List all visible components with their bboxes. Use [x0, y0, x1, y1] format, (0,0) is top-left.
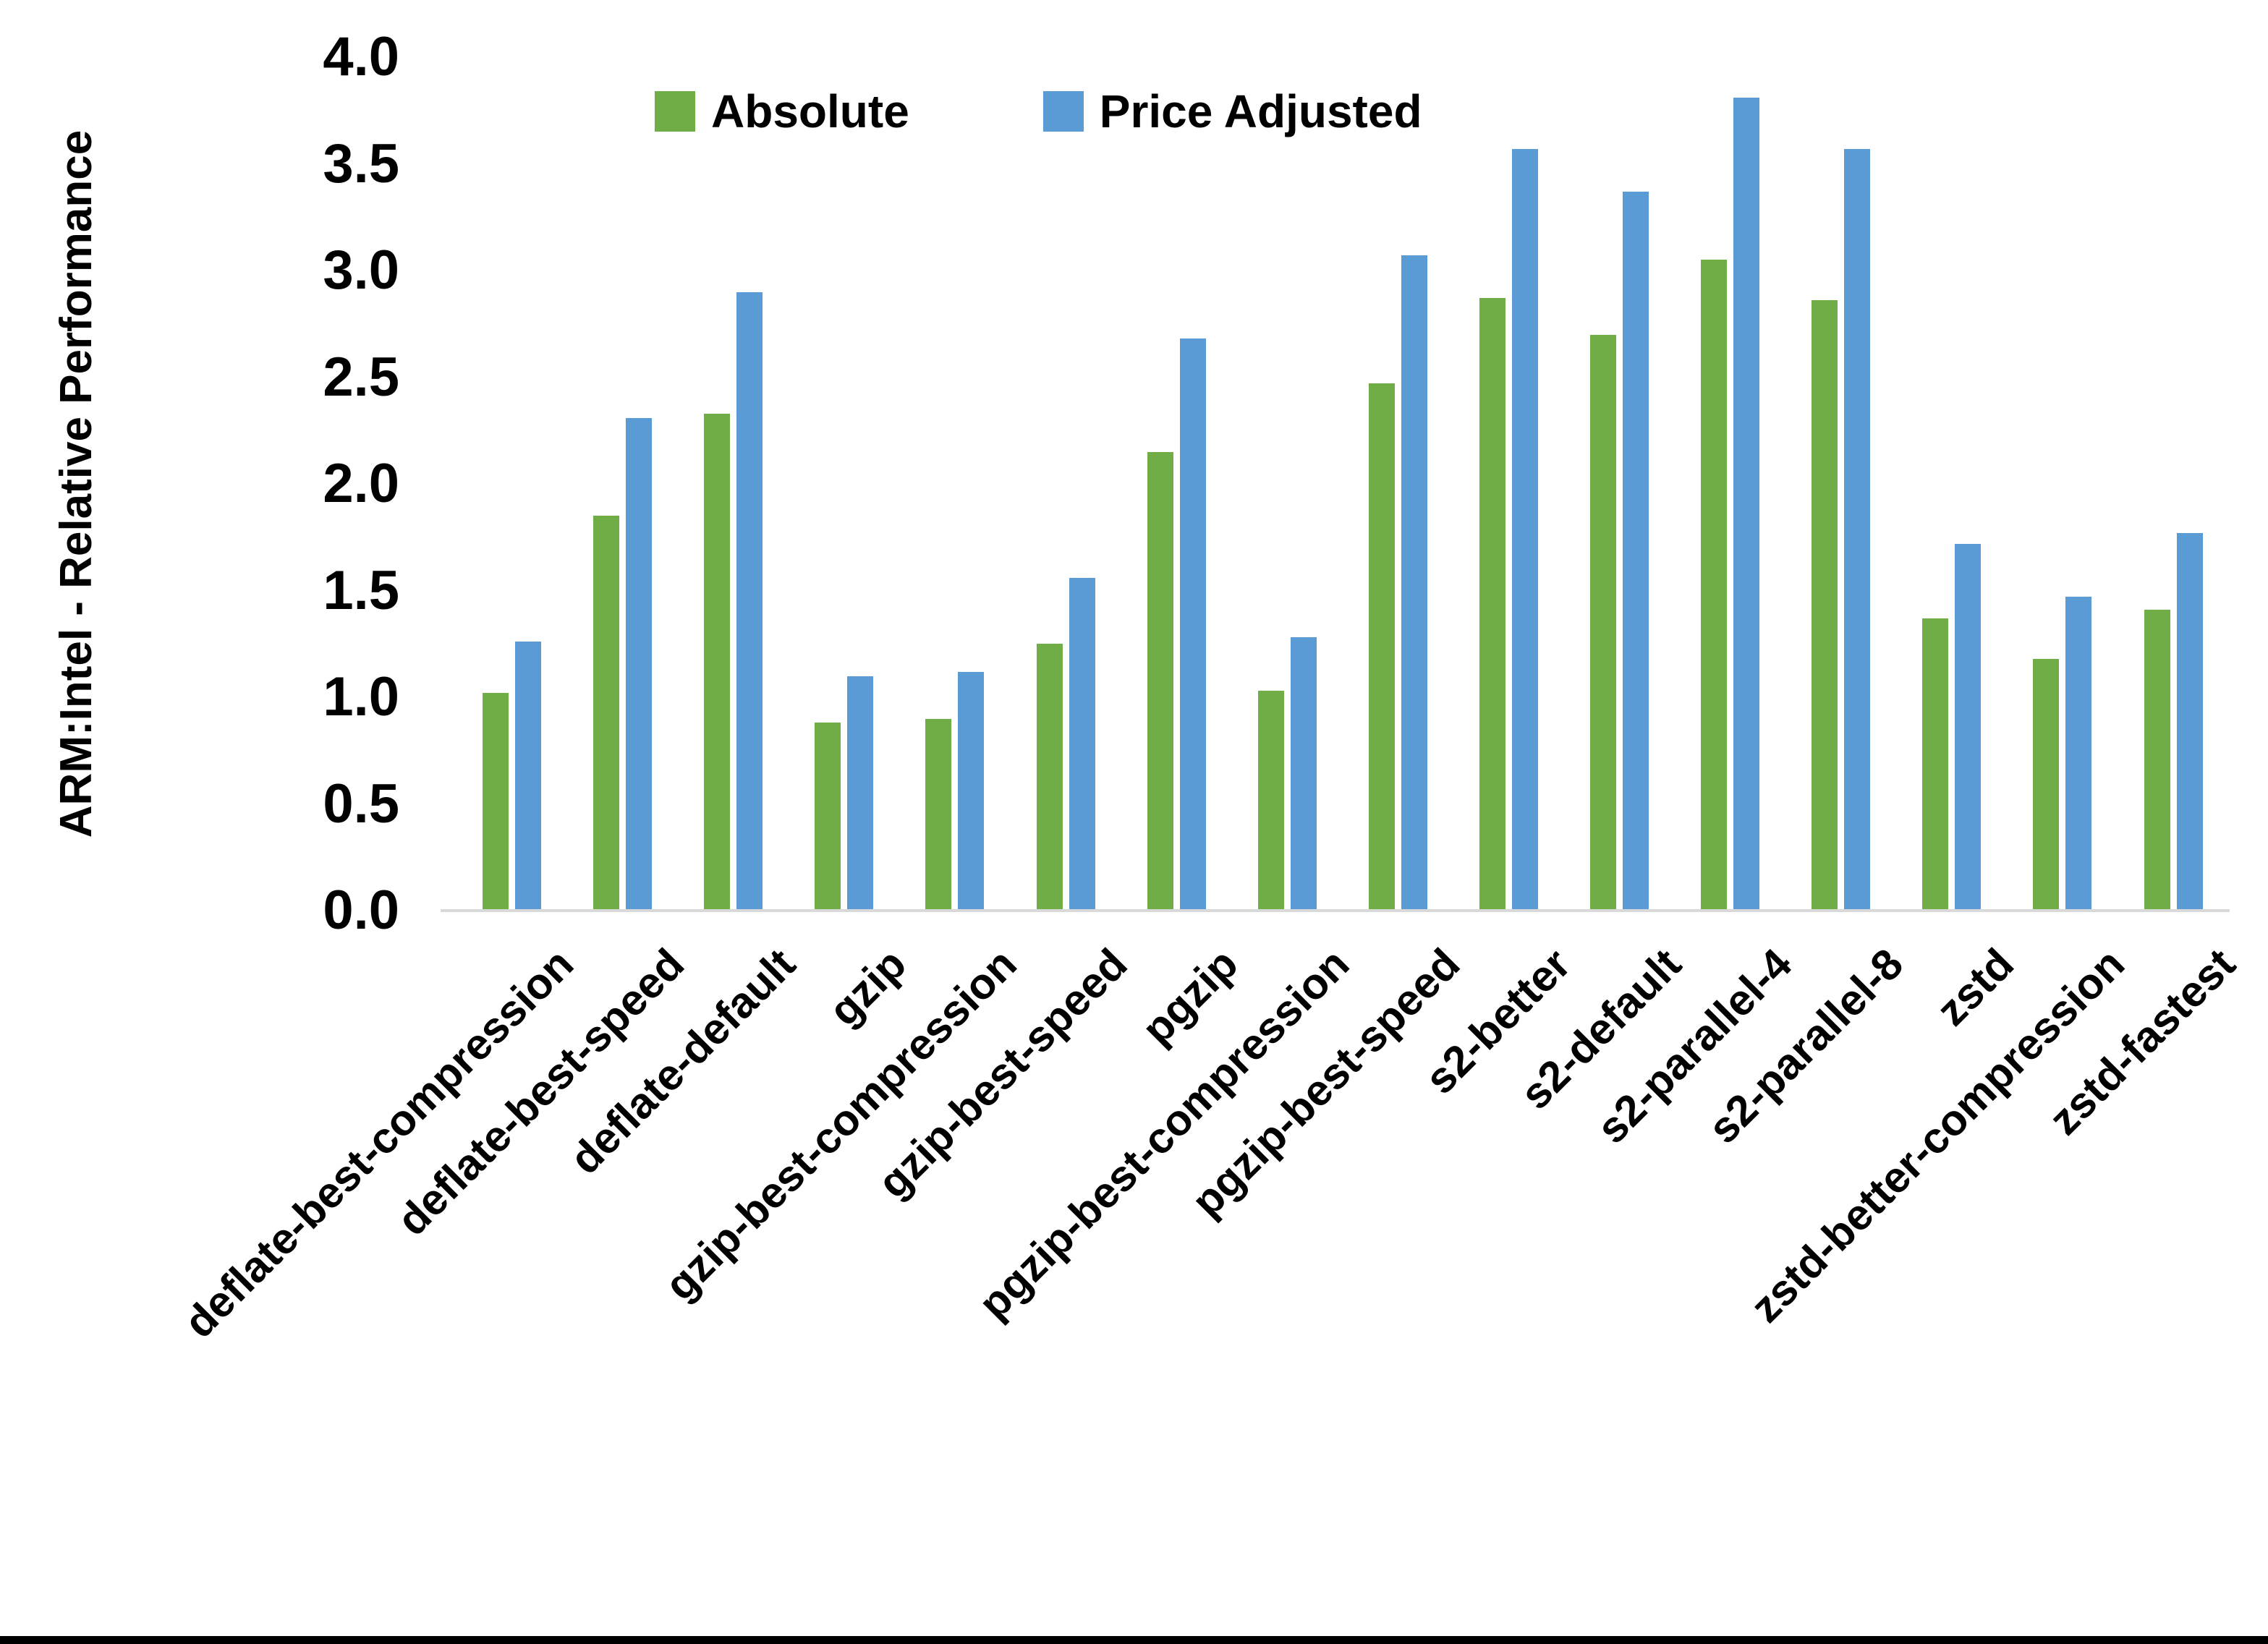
bar-absolute [1368, 383, 1395, 911]
bar-price-adjusted [1844, 148, 1871, 911]
legend: Absolute Price Adjusted [655, 88, 1422, 135]
bottom-border [0, 1636, 2268, 1644]
bar-price-adjusted [1955, 543, 1982, 911]
bar-price-adjusted [1401, 255, 1427, 911]
x-category-label: zstd [1927, 939, 2023, 1035]
bar-price-adjusted [1069, 577, 1095, 911]
bar-absolute [1701, 260, 1728, 911]
legend-swatch [1042, 91, 1084, 132]
y-tick-label: 3.0 [323, 239, 399, 301]
bar-absolute [1257, 691, 1284, 911]
bar-price-adjusted [1623, 191, 1649, 911]
bar-price-adjusted [515, 642, 541, 911]
y-tick-label: 3.5 [323, 132, 399, 195]
bar-absolute [1922, 618, 1949, 911]
y-tick-label: 0.0 [323, 880, 399, 941]
y-tick-label: 4.0 [323, 26, 399, 88]
bar-absolute [925, 718, 952, 911]
bar-price-adjusted [1511, 148, 1538, 911]
y-tick-label: 0.5 [323, 772, 399, 835]
bar-price-adjusted [1290, 637, 1317, 911]
bar-absolute [815, 723, 841, 911]
bar-absolute [1479, 298, 1505, 911]
bar-price-adjusted [736, 291, 763, 911]
bar-price-adjusted [958, 671, 985, 911]
bar-absolute [483, 693, 509, 911]
bar-absolute [593, 516, 620, 911]
legend-label: Price Adjusted [1099, 85, 1422, 137]
bar-absolute [704, 413, 731, 911]
bar-absolute [1590, 334, 1616, 911]
bar-price-adjusted [847, 676, 874, 911]
x-axis-line [441, 909, 2230, 912]
y-tick-label: 1.0 [323, 666, 399, 728]
x-category-label: s2-parallel-8 [1698, 939, 1912, 1153]
y-tick-label: 2.0 [323, 453, 399, 514]
y-tick-label: 2.5 [323, 346, 399, 408]
bar-absolute [1812, 300, 1838, 911]
legend-label: Absolute [711, 85, 909, 137]
y-tick-label: 1.5 [323, 559, 399, 621]
legend-item-absolute: Absolute [655, 88, 909, 135]
bar-absolute [1147, 451, 1173, 911]
bar-absolute [2144, 610, 2170, 911]
x-category-label: gzip [819, 939, 915, 1035]
bar-price-adjusted [2065, 597, 2092, 911]
legend-swatch [655, 91, 695, 132]
bar-price-adjusted [626, 417, 653, 911]
bar-absolute [1036, 644, 1063, 911]
y-axis-title: ARM:Intel - Relative Performance [51, 129, 101, 838]
bar-price-adjusted [1733, 98, 1760, 911]
bar-absolute [2033, 658, 2060, 911]
legend-item-price-adjusted: Price Adjusted [1042, 85, 1422, 137]
bar-price-adjusted [2176, 532, 2203, 911]
bar-price-adjusted [1179, 338, 1206, 911]
